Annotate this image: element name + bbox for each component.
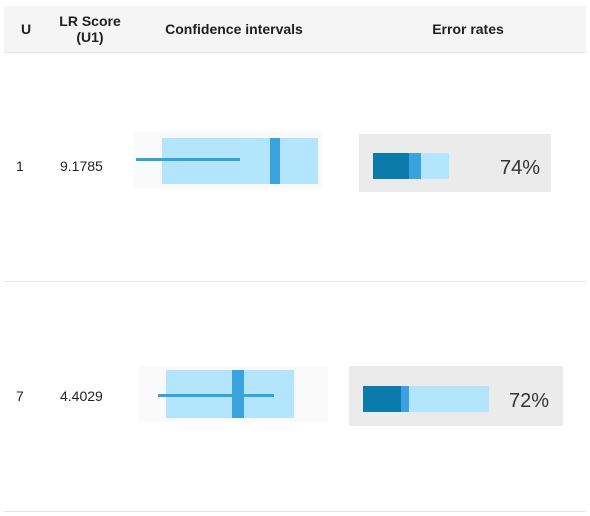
column-header-lr-score[interactable]: LR Score (U1) [59,13,121,45]
point-estimate-marker [232,370,244,418]
u-value: 1 [16,158,24,174]
column-header-u[interactable]: U [20,21,32,37]
column-header-confidence-intervals[interactable]: Confidence intervals [165,21,303,37]
error-rate-percentage: 72% [509,390,550,412]
error-rate-panel: 72% [349,366,563,426]
confidence-interval-chart [134,132,322,188]
confidence-interval-box [162,138,318,184]
error-rate-percentage: 74% [500,157,541,179]
confidence-interval-line [136,158,240,161]
error-rate-panel: 74% [359,134,551,192]
table-row: 7 4.4029 72% [4,282,586,512]
u-value: 7 [16,388,24,404]
lr-score-value: 9.1785 [60,158,103,174]
error-bar-dark [373,153,409,179]
table-row: 1 9.1785 74% [4,52,586,282]
lr-score-value: 4.4029 [60,388,103,404]
error-bar-dark [363,386,401,412]
confidence-interval-chart [138,366,328,422]
point-estimate-marker [270,138,280,184]
table-header: U LR Score (U1) Confidence intervals Err… [4,6,586,53]
column-header-error-rates[interactable]: Error rates [432,21,504,37]
confidence-interval-line [158,394,274,397]
